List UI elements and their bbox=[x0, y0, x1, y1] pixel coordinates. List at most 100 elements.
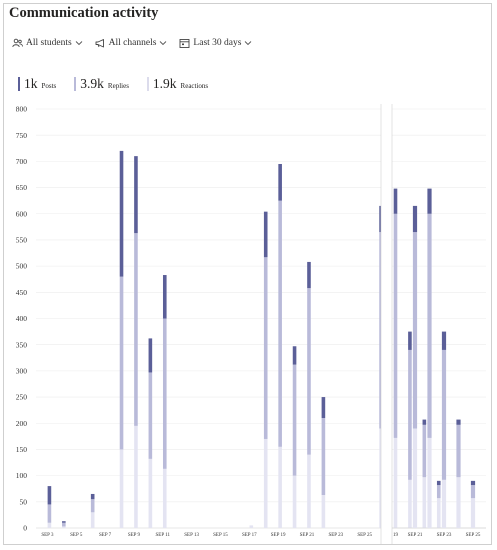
y-tick-label: 650 bbox=[16, 183, 28, 192]
bar-segment-reactions bbox=[321, 495, 326, 528]
bar-segment-posts bbox=[393, 188, 398, 214]
bar-segment-posts bbox=[408, 331, 412, 350]
bar-segment-posts bbox=[263, 211, 268, 258]
zoom-bar-segment-replies bbox=[427, 213, 432, 438]
zoom-bar-segment-replies bbox=[412, 232, 418, 429]
bar-segment-replies bbox=[162, 318, 167, 469]
y-tick-label: 550 bbox=[16, 236, 28, 245]
zoom-bar-segment-posts bbox=[456, 419, 461, 425]
y-tick-label: 750 bbox=[16, 131, 28, 140]
period-filter[interactable]: Last 30 days bbox=[179, 38, 252, 48]
filter-bar: All students All channels Last 30 days bbox=[12, 38, 252, 48]
students-filter[interactable]: All students bbox=[12, 38, 83, 48]
bar-segment-replies bbox=[119, 276, 124, 450]
bar-segment-posts bbox=[422, 419, 427, 425]
bar-segment-reactions bbox=[408, 479, 412, 528]
bar-segment-posts bbox=[90, 493, 95, 500]
calendar-icon bbox=[179, 39, 190, 48]
legend-posts-value: 1k bbox=[24, 76, 38, 91]
zoom-bar-segment-reactions bbox=[412, 428, 418, 528]
zoom-x-tick-label: SEP 23 bbox=[437, 533, 452, 538]
bar-segment-replies bbox=[47, 504, 52, 523]
legend-reactions-value: 1.9k bbox=[152, 76, 177, 91]
bar-segment-reactions bbox=[422, 477, 427, 528]
zoom-bar-segment-reactions bbox=[427, 437, 432, 528]
y-tick-label: 450 bbox=[16, 288, 28, 297]
bar-segment-replies bbox=[422, 424, 427, 478]
y-tick-label: 50 bbox=[20, 497, 28, 506]
bar-segment-replies bbox=[148, 372, 153, 459]
bar-segment-reactions bbox=[119, 449, 124, 528]
x-tick-label: SEP 19 bbox=[271, 533, 286, 538]
y-tick-label: 800 bbox=[16, 105, 28, 114]
x-tick-label: SEP 3 bbox=[41, 533, 54, 538]
zoom-bar-segment-posts bbox=[441, 331, 447, 350]
bar-segment-posts bbox=[436, 480, 441, 486]
bar-segment-reactions bbox=[90, 512, 95, 528]
x-tick-label: SEP 23 bbox=[328, 533, 343, 538]
zoom-bar-segment-posts bbox=[470, 480, 476, 486]
bar-segment-reactions bbox=[134, 425, 138, 528]
bar-segment-replies bbox=[90, 499, 95, 513]
legend-reactions-label: Reactions bbox=[180, 82, 209, 90]
zoom-x-tick-label: 19 bbox=[393, 533, 399, 538]
bar-segment-reactions bbox=[62, 526, 66, 528]
zoom-bar-segment-reactions bbox=[441, 479, 447, 528]
x-tick-label: SEP 7 bbox=[99, 533, 112, 538]
bar-segment-posts bbox=[162, 275, 167, 319]
bar-segment-reactions bbox=[162, 468, 167, 528]
bar-segment-reactions bbox=[307, 454, 311, 528]
zoom-bar-segment-posts bbox=[412, 205, 418, 233]
zoom-x-tick-label: SEP 25 bbox=[466, 533, 481, 538]
bar-segment-replies bbox=[263, 257, 268, 439]
y-tick-label: 200 bbox=[16, 419, 28, 428]
bar-segment-replies bbox=[62, 522, 66, 527]
x-tick-label: SEP 13 bbox=[184, 533, 199, 538]
y-tick-label: 700 bbox=[16, 157, 28, 166]
bar-segment-reactions bbox=[278, 446, 282, 528]
bar-segment-reactions bbox=[263, 438, 268, 528]
y-tick-label: 0 bbox=[23, 524, 27, 533]
bar-segment-reactions bbox=[148, 458, 153, 528]
bar-segment-replies bbox=[321, 418, 326, 496]
zoom-bar-segment-posts bbox=[427, 188, 432, 214]
channels-filter[interactable]: All channels bbox=[95, 38, 168, 48]
legend-posts-swatch bbox=[18, 77, 20, 91]
chart-legend: 1k Posts 3.9k Replies 1.9k Reactions bbox=[18, 76, 208, 92]
x-tick-label: SEP 5 bbox=[70, 533, 83, 538]
bar-segment-posts bbox=[119, 150, 124, 277]
bar-segment-posts bbox=[278, 163, 282, 201]
zoom-bar-segment-reactions bbox=[470, 498, 476, 528]
y-tick-label: 250 bbox=[16, 393, 28, 402]
bar-segment-posts bbox=[148, 338, 153, 373]
legend-reactions[interactable]: 1.9k Reactions bbox=[146, 76, 209, 92]
legend-replies-value: 3.9k bbox=[80, 76, 104, 91]
legend-replies-label: Replies bbox=[107, 82, 129, 90]
legend-posts[interactable]: 1k Posts bbox=[18, 76, 56, 92]
chevron-down-icon bbox=[75, 41, 82, 46]
x-tick-label: SEP 21 bbox=[300, 533, 315, 538]
y-tick-label: 600 bbox=[16, 209, 28, 218]
legend-posts-label: Posts bbox=[41, 82, 57, 90]
bar-segment-posts bbox=[47, 486, 52, 505]
x-tick-label: SEP 11 bbox=[156, 533, 171, 538]
legend-replies-swatch bbox=[74, 77, 77, 91]
x-tick-label: SEP 17 bbox=[242, 533, 257, 538]
bar-segment-replies bbox=[408, 349, 412, 480]
bar-segment-posts bbox=[134, 156, 138, 234]
zoom-x-tick-label: SEP 21 bbox=[408, 533, 423, 538]
bar-segment-replies bbox=[134, 233, 138, 426]
x-tick-label: SEP 25 bbox=[357, 533, 372, 538]
x-tick-label: SEP 9 bbox=[128, 533, 141, 538]
card-title: Communication activity bbox=[9, 5, 159, 21]
y-tick-label: 150 bbox=[16, 445, 28, 454]
students-filter-label: All students bbox=[26, 38, 72, 48]
period-filter-label: Last 30 days bbox=[193, 38, 242, 48]
y-tick-label: 500 bbox=[16, 262, 28, 271]
people-icon bbox=[12, 38, 23, 48]
bar-segment-posts bbox=[321, 397, 326, 419]
legend-replies[interactable]: 3.9k Replies bbox=[74, 76, 129, 92]
chevron-down-icon bbox=[245, 41, 252, 46]
chevron-down-icon bbox=[160, 41, 167, 46]
